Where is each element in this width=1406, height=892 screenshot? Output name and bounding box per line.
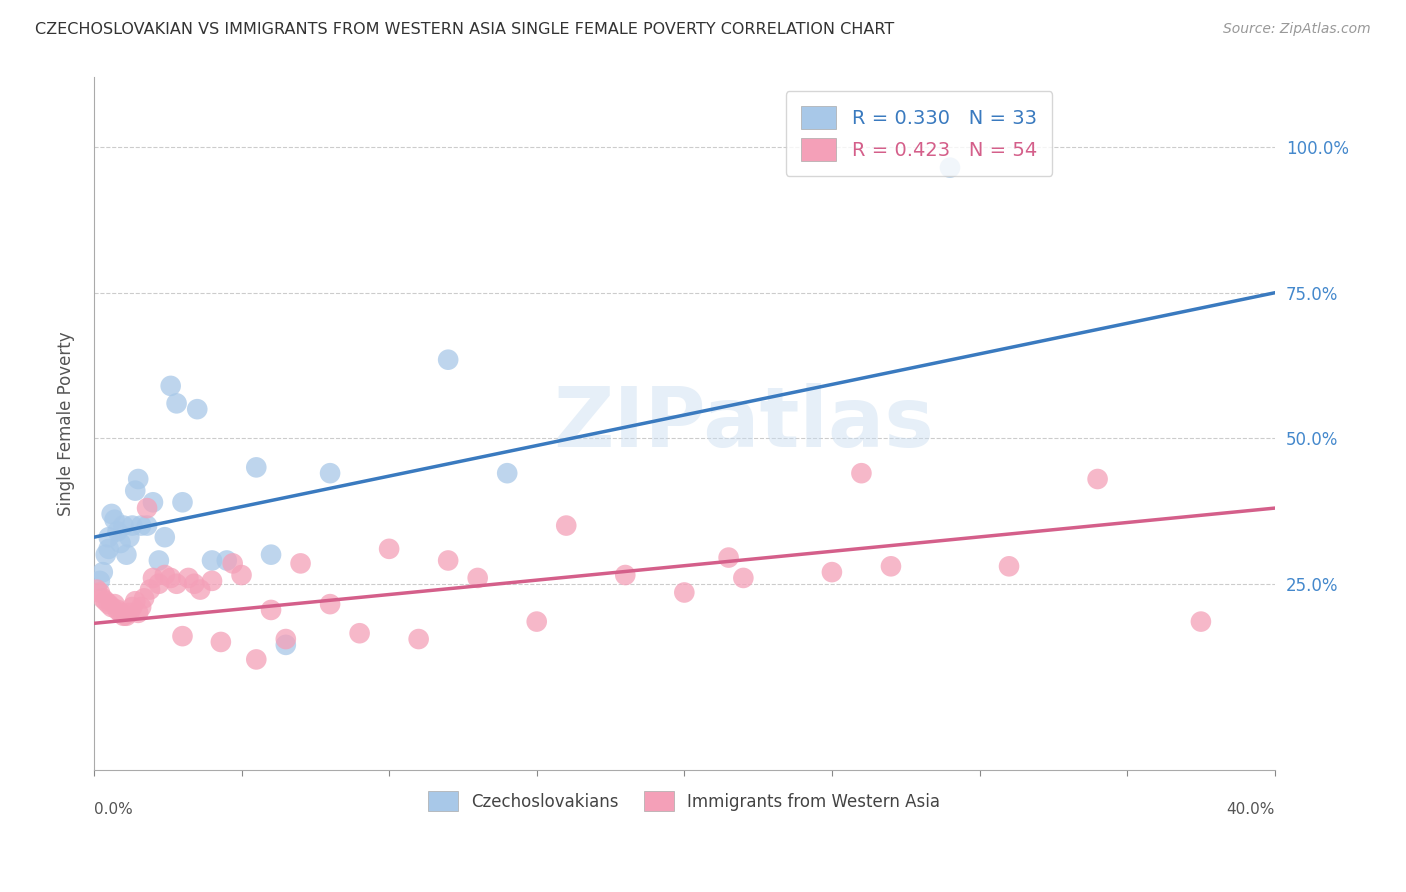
Point xyxy=(821,565,844,579)
Legend: Czechoslovakians, Immigrants from Western Asia: Czechoslovakians, Immigrants from Wester… xyxy=(415,778,953,824)
Point xyxy=(100,600,122,615)
Point xyxy=(121,600,143,615)
Point xyxy=(107,603,129,617)
Point xyxy=(290,557,312,571)
Point xyxy=(166,396,188,410)
Point xyxy=(132,591,155,606)
Point xyxy=(496,466,519,480)
Point xyxy=(209,635,232,649)
Point xyxy=(274,632,297,646)
Point xyxy=(127,472,149,486)
Text: 40.0%: 40.0% xyxy=(1226,802,1275,817)
Point xyxy=(115,608,138,623)
Point xyxy=(104,513,127,527)
Point xyxy=(939,161,962,175)
Point xyxy=(159,571,181,585)
Point xyxy=(245,652,267,666)
Point xyxy=(188,582,211,597)
Point xyxy=(467,571,489,585)
Point xyxy=(183,576,205,591)
Point xyxy=(614,568,637,582)
Point xyxy=(107,524,129,539)
Point xyxy=(319,466,342,480)
Point xyxy=(94,594,117,608)
Point xyxy=(148,576,170,591)
Point xyxy=(378,541,401,556)
Text: ZIPatlas: ZIPatlas xyxy=(553,384,934,464)
Point xyxy=(177,571,200,585)
Point xyxy=(166,576,188,591)
Point xyxy=(97,597,120,611)
Text: Source: ZipAtlas.com: Source: ZipAtlas.com xyxy=(1223,22,1371,37)
Point xyxy=(91,565,114,579)
Point xyxy=(159,379,181,393)
Point xyxy=(89,574,111,588)
Point xyxy=(142,571,165,585)
Point xyxy=(349,626,371,640)
Point xyxy=(97,530,120,544)
Point xyxy=(201,553,224,567)
Point xyxy=(555,518,578,533)
Point xyxy=(110,606,132,620)
Point xyxy=(274,638,297,652)
Point xyxy=(136,501,159,516)
Point xyxy=(153,530,176,544)
Point xyxy=(526,615,548,629)
Point xyxy=(673,585,696,599)
Text: 0.0%: 0.0% xyxy=(94,802,132,817)
Point xyxy=(260,548,283,562)
Point xyxy=(86,582,108,597)
Point xyxy=(97,541,120,556)
Text: CZECHOSLOVAKIAN VS IMMIGRANTS FROM WESTERN ASIA SINGLE FEMALE POVERTY CORRELATIO: CZECHOSLOVAKIAN VS IMMIGRANTS FROM WESTE… xyxy=(35,22,894,37)
Point xyxy=(260,603,283,617)
Point xyxy=(717,550,740,565)
Point xyxy=(319,597,342,611)
Point xyxy=(231,568,253,582)
Point xyxy=(100,507,122,521)
Y-axis label: Single Female Poverty: Single Female Poverty xyxy=(58,332,75,516)
Point xyxy=(121,518,143,533)
Point xyxy=(851,466,873,480)
Point xyxy=(112,518,135,533)
Point xyxy=(221,557,243,571)
Point xyxy=(437,352,460,367)
Point xyxy=(1189,615,1212,629)
Point xyxy=(118,530,141,544)
Point xyxy=(89,585,111,599)
Point xyxy=(124,483,146,498)
Point xyxy=(201,574,224,588)
Point xyxy=(1087,472,1109,486)
Point xyxy=(112,608,135,623)
Point xyxy=(142,495,165,509)
Point xyxy=(245,460,267,475)
Point xyxy=(186,402,208,417)
Point xyxy=(91,591,114,606)
Point xyxy=(153,568,176,582)
Point xyxy=(733,571,755,585)
Point xyxy=(118,606,141,620)
Point xyxy=(124,594,146,608)
Point xyxy=(998,559,1021,574)
Point xyxy=(127,606,149,620)
Point xyxy=(115,548,138,562)
Point xyxy=(215,553,238,567)
Point xyxy=(94,548,117,562)
Point xyxy=(148,553,170,567)
Point xyxy=(129,600,152,615)
Point xyxy=(437,553,460,567)
Point xyxy=(136,518,159,533)
Point xyxy=(172,495,194,509)
Point xyxy=(139,582,162,597)
Point xyxy=(408,632,430,646)
Point xyxy=(110,536,132,550)
Point xyxy=(104,597,127,611)
Point xyxy=(880,559,903,574)
Point xyxy=(172,629,194,643)
Point xyxy=(129,518,152,533)
